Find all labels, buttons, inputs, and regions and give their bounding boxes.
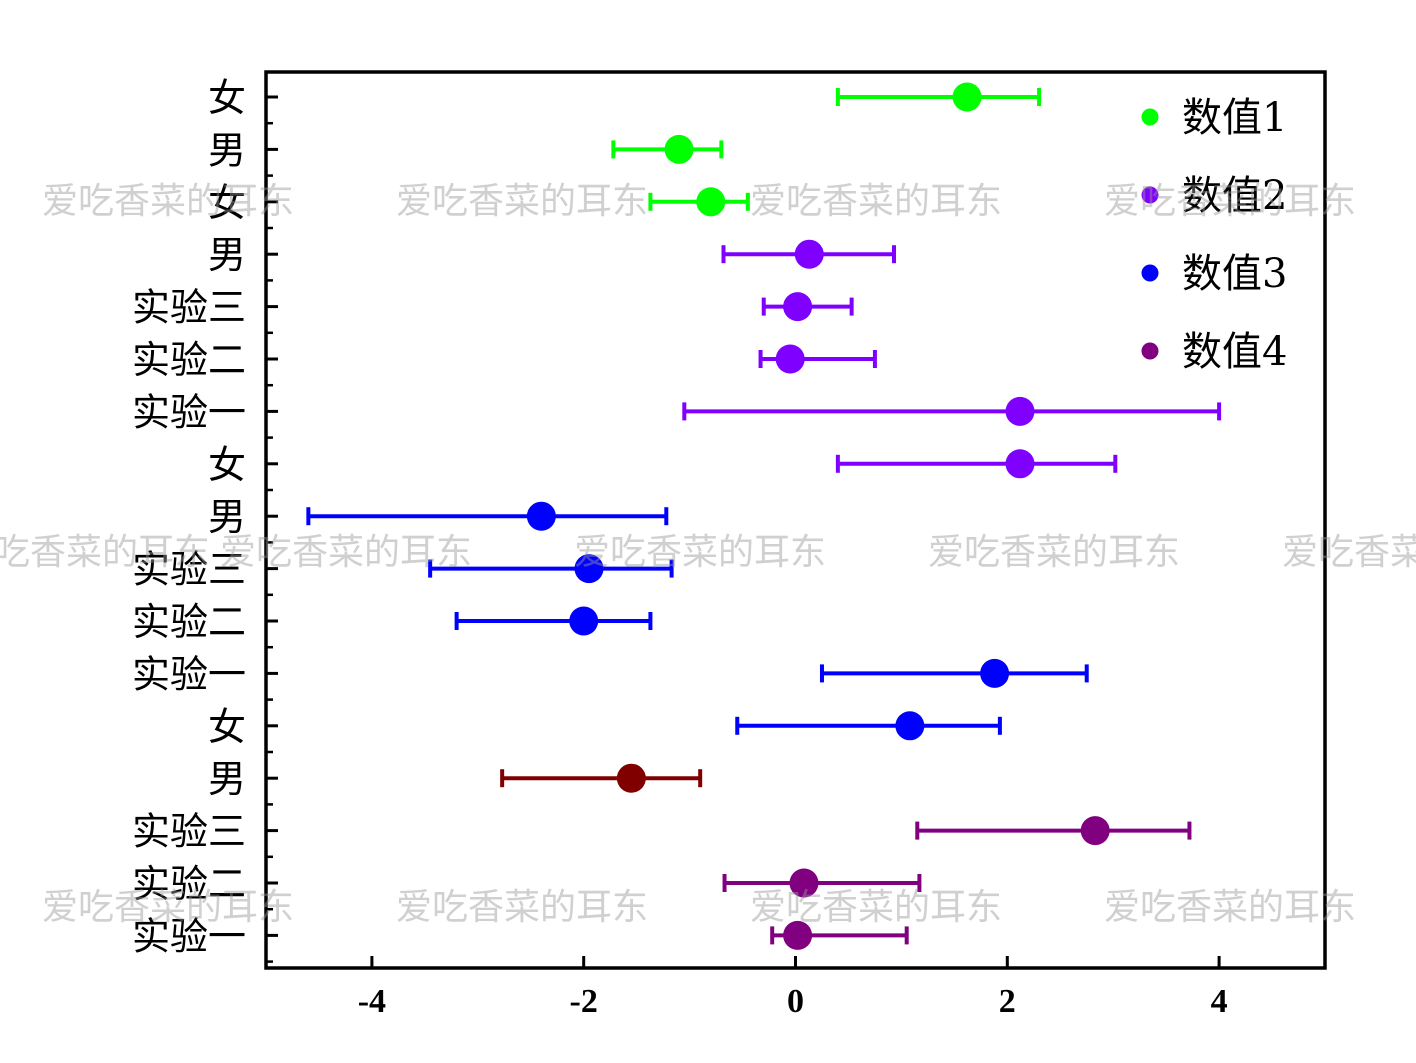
legend-item: 数值3 xyxy=(1141,251,1287,297)
y-tick-label: 女 xyxy=(208,443,246,487)
x-tick-label: -2 xyxy=(570,983,598,1020)
point-marker xyxy=(569,606,599,636)
legend-label: 数值3 xyxy=(1182,251,1287,297)
data-point-2 xyxy=(721,239,896,269)
data-point-1 xyxy=(648,187,750,217)
legend: 数值1 数值2 数值3 数值4 xyxy=(1141,95,1287,375)
data-point-3 xyxy=(819,658,1089,688)
y-tick-label: 男 xyxy=(208,495,246,539)
legend-label: 数值2 xyxy=(1182,173,1287,219)
point-marker xyxy=(980,658,1010,688)
y-tick-label: 实验三 xyxy=(132,286,246,330)
x-tick-label: 0 xyxy=(787,983,804,1020)
y-tick-label: 女 xyxy=(208,76,246,120)
data-point-3 xyxy=(454,606,653,636)
tick-group xyxy=(266,95,1221,968)
point-marker xyxy=(783,292,813,322)
y-tick-label: 实验二 xyxy=(132,862,246,906)
x-tick-label: 2 xyxy=(999,983,1016,1020)
data-point-3 xyxy=(735,711,1002,741)
legend-item: 数值1 xyxy=(1141,95,1287,141)
data-point-4 xyxy=(722,868,922,898)
x-tick-label: -4 xyxy=(358,983,386,1020)
point-marker xyxy=(775,344,805,374)
y-tick-label: 女 xyxy=(208,181,246,225)
point-marker xyxy=(952,82,982,112)
y-tick-label: 实验三 xyxy=(132,548,246,592)
legend-marker xyxy=(1141,264,1159,282)
point-marker xyxy=(789,868,819,898)
legend-item: 数值2 xyxy=(1141,173,1287,219)
legend-marker xyxy=(1141,108,1159,126)
data-point-1 xyxy=(611,134,724,164)
point-marker xyxy=(1080,816,1110,846)
legend-item: 数值4 xyxy=(1141,329,1287,375)
legend-marker xyxy=(1141,342,1159,360)
point-marker xyxy=(1005,396,1035,426)
legend-label: 数值4 xyxy=(1182,329,1287,375)
point-marker xyxy=(1005,449,1035,479)
point-marker xyxy=(783,920,813,950)
y-tick-label: 实验二 xyxy=(132,338,246,382)
point-marker xyxy=(696,187,726,217)
legend-marker xyxy=(1141,186,1159,204)
data-point-4 xyxy=(500,763,703,793)
series-group xyxy=(306,82,1222,950)
point-marker xyxy=(616,763,646,793)
y-tick-label: 男 xyxy=(208,128,246,172)
y-tick-label: 实验一 xyxy=(132,390,246,434)
y-tick-label: 男 xyxy=(208,757,246,801)
legend-label: 数值1 xyxy=(1182,95,1287,141)
x-tick-labels: -4 -2 0 2 4 xyxy=(358,983,1228,1020)
data-point-3 xyxy=(428,554,674,584)
point-marker xyxy=(895,711,925,741)
point-marker xyxy=(664,134,694,164)
point-marker xyxy=(574,554,604,584)
y-tick-label: 男 xyxy=(208,233,246,277)
data-point-4 xyxy=(770,920,909,950)
data-point-3 xyxy=(306,501,669,531)
x-tick-label: 4 xyxy=(1211,983,1228,1020)
point-marker xyxy=(794,239,824,269)
data-point-2 xyxy=(835,449,1118,479)
y-tick-label: 实验三 xyxy=(132,810,246,854)
data-point-1 xyxy=(835,82,1042,112)
data-point-2 xyxy=(682,396,1222,426)
data-point-4 xyxy=(915,816,1192,846)
data-point-2 xyxy=(758,344,877,374)
y-tick-label: 实验一 xyxy=(132,914,246,958)
plot-frame xyxy=(264,70,1327,970)
y-tick-label: 女 xyxy=(208,705,246,749)
point-marker xyxy=(526,501,556,531)
y-tick-label: 实验二 xyxy=(132,600,246,644)
data-point-2 xyxy=(761,292,854,322)
y-tick-label: 实验一 xyxy=(132,652,246,696)
